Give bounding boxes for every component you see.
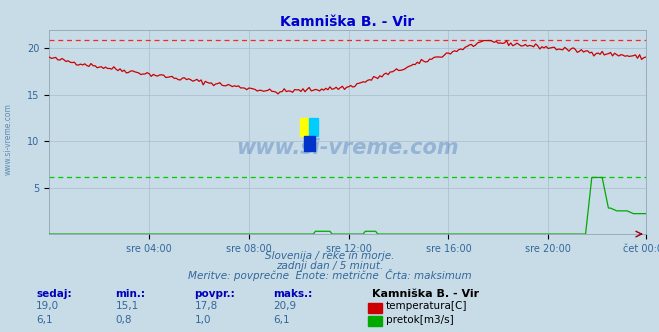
- Text: 6,1: 6,1: [36, 315, 53, 325]
- Text: Slovenija / reke in morje.: Slovenija / reke in morje.: [265, 251, 394, 261]
- Text: 1,0: 1,0: [194, 315, 211, 325]
- Text: 17,8: 17,8: [194, 301, 217, 311]
- Text: min.:: min.:: [115, 289, 146, 299]
- Text: pretok[m3/s]: pretok[m3/s]: [386, 315, 453, 325]
- Text: Meritve: povprečne  Enote: metrične  Črta: maksimum: Meritve: povprečne Enote: metrične Črta:…: [188, 269, 471, 281]
- Text: 0,8: 0,8: [115, 315, 132, 325]
- Text: temperatura[C]: temperatura[C]: [386, 301, 467, 311]
- Text: www.si-vreme.com: www.si-vreme.com: [3, 104, 13, 175]
- Text: 15,1: 15,1: [115, 301, 138, 311]
- Text: 19,0: 19,0: [36, 301, 59, 311]
- Text: zadnji dan / 5 minut.: zadnji dan / 5 minut.: [276, 261, 383, 271]
- Text: www.si-vreme.com: www.si-vreme.com: [237, 138, 459, 158]
- Text: 6,1: 6,1: [273, 315, 290, 325]
- Text: sedaj:: sedaj:: [36, 289, 72, 299]
- Text: Kamniška B. - Vir: Kamniška B. - Vir: [372, 289, 480, 299]
- Title: Kamniška B. - Vir: Kamniška B. - Vir: [281, 15, 415, 29]
- Text: 20,9: 20,9: [273, 301, 297, 311]
- Text: povpr.:: povpr.:: [194, 289, 235, 299]
- Text: maks.:: maks.:: [273, 289, 313, 299]
